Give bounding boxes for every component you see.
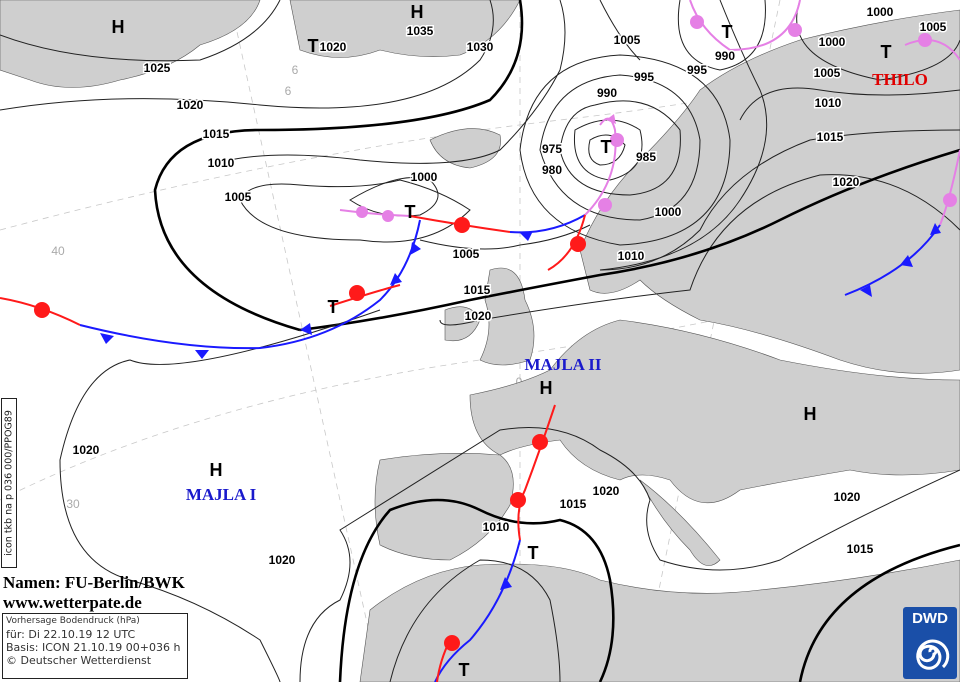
isobar-label: 1020 (320, 40, 347, 54)
isobar-labels: 1025 1020 1015 1010 1005 1000 1005 1015 … (71, 4, 948, 569)
isobar-label: 1015 (464, 283, 491, 297)
isobar-label: 1020 (834, 490, 861, 504)
isobar-label: 1010 (815, 96, 842, 110)
isobar-label: 1020 (465, 309, 492, 323)
credit-website: www.wetterpate.de (3, 593, 142, 612)
italy (639, 479, 721, 566)
high-center: H (411, 2, 424, 22)
isobar-label: 1015 (560, 497, 587, 511)
occluded-front (339, 209, 411, 217)
isobar-label: 1010 (618, 249, 645, 263)
isobar-label: 1000 (655, 205, 682, 219)
model-tag: icon tkb na p 036 000/PPOG89 (3, 410, 15, 556)
isobar-label: 1005 (920, 20, 947, 34)
isobar-label: 1020 (593, 484, 620, 498)
high-center: H (540, 378, 553, 398)
model-tag-box: icon tkb na p 036 000/PPOG89 (1, 398, 17, 568)
dwd-logo-text: DWD (912, 610, 948, 627)
isobar-label: 990 (715, 49, 735, 63)
credit-block: Namen: FU-Berlin/BWK www.wetterpate.de (3, 573, 185, 613)
isobar-label: 1035 (407, 24, 434, 38)
occluded-front (904, 39, 960, 61)
continental-europe (469, 319, 960, 504)
grid-label: 30 (66, 497, 80, 511)
low-center: T (881, 42, 892, 62)
iberia (374, 453, 514, 561)
occluded-front (584, 117, 617, 216)
isobar-label: 1010 (208, 156, 235, 170)
isobar-label: 995 (634, 70, 654, 84)
cold-front (509, 214, 586, 234)
isobar-label: 995 (687, 63, 707, 77)
info-basis: Basis: ICON 21.10.19 00+036 h (6, 641, 181, 654)
low-center: T (459, 660, 470, 680)
isobar-label: 985 (636, 150, 656, 164)
low-center: T (405, 202, 416, 222)
isobar-label: 1030 (467, 40, 494, 54)
low-center: T (528, 543, 539, 563)
low-center: T (308, 36, 319, 56)
warm-front (547, 214, 586, 271)
grid-label: 6 (285, 84, 292, 98)
forecast-info-box: Vorhersage Bodendruck (hPa) für: Di 22.1… (2, 613, 188, 679)
isobar-label: 1000 (411, 170, 438, 184)
info-title: Vorhersage Bodendruck (hPa) (6, 616, 140, 626)
high-center: H (112, 17, 125, 37)
isobar-label: 1010 (483, 520, 510, 534)
warm-front-semicircles (34, 217, 586, 651)
isobar-label: 1015 (817, 130, 844, 144)
isobar-label: 1000 (819, 35, 846, 49)
isobar-label: 1005 (453, 247, 480, 261)
swirl-icon (916, 639, 950, 670)
svalbard-islands (289, 0, 521, 58)
dwd-logo: DWD (903, 607, 957, 679)
isobar-label: 975 (542, 142, 562, 156)
isobar-label: 1005 (814, 66, 841, 80)
pressure-centers: H H T T T T T T H H H T T (112, 2, 892, 680)
grid-label: 0 (516, 375, 523, 389)
low-center: T (722, 22, 733, 42)
isobar-label: 1025 (144, 61, 171, 75)
isobar-label: 1015 (847, 542, 874, 556)
greenland (0, 0, 261, 88)
cold-front-triangles (100, 223, 941, 590)
isobar-label: 1020 (177, 98, 204, 112)
credit-names: Namen: FU-Berlin/BWK (3, 573, 185, 592)
isobar-label: 1000 (867, 5, 894, 19)
low-center: T (328, 297, 339, 317)
isobar-label: 1005 (614, 33, 641, 47)
warm-front (329, 284, 401, 307)
low-center: T (601, 137, 612, 157)
isobar-label: 1005 (225, 190, 252, 204)
occlusion-symbols (356, 15, 957, 222)
cold-front (434, 539, 521, 682)
isobar-label: 1020 (269, 553, 296, 567)
info-copyright: © Deutscher Wetterdienst (6, 654, 152, 667)
high-center: H (804, 404, 817, 424)
isobar-label: 990 (597, 86, 617, 100)
system-name-majla-ii: MAJLA II (525, 355, 602, 374)
grid-label: 40 (51, 244, 65, 258)
grid-label: 6 (292, 63, 299, 77)
isobar-label: 1020 (73, 443, 100, 457)
system-name-majla-i: MAJLA I (186, 485, 257, 504)
warm-front (517, 404, 556, 541)
isobar-label: 1015 (203, 127, 230, 141)
system-name-thilo: THILO (872, 70, 928, 89)
info-valid-time: für: Di 22.10.19 12 UTC (6, 628, 136, 641)
isobar-label: 980 (542, 163, 562, 177)
iceland (429, 128, 501, 169)
isobar-label: 1020 (833, 175, 860, 189)
cold-front (79, 219, 421, 350)
high-center: H (210, 460, 223, 480)
